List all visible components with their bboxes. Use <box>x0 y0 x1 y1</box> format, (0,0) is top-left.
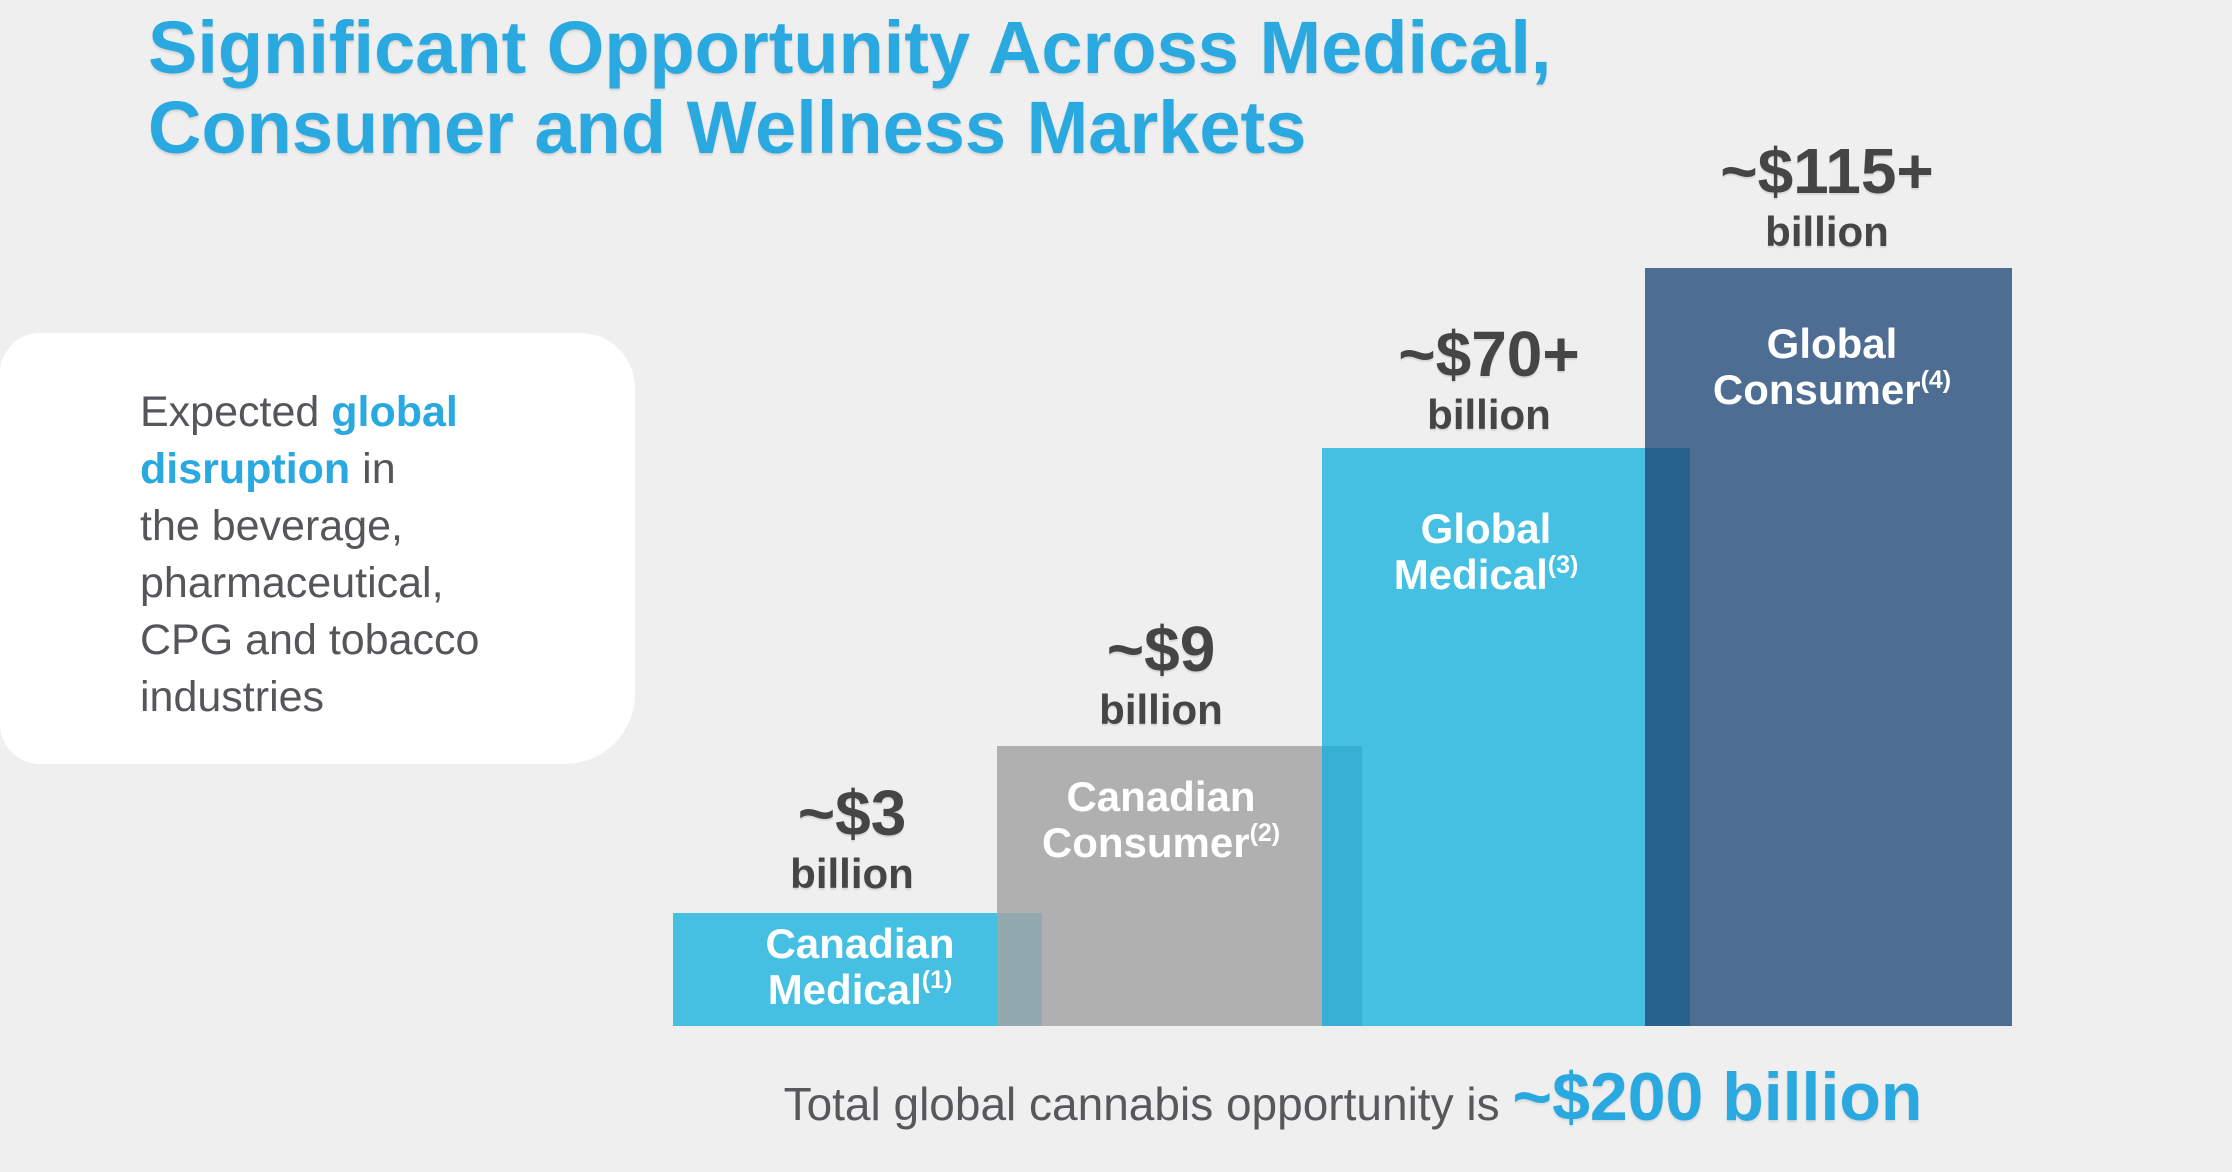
bar-canadian-consumer <box>997 746 1362 1026</box>
bar-name-line2: Consumer(4) <box>1522 366 2142 419</box>
bar-overlap-shade-3 <box>1645 448 1690 1026</box>
callout-card <box>0 333 635 764</box>
callout-line: pharmaceutical, <box>140 559 444 607</box>
value-amount: ~$3 <box>797 777 907 849</box>
footnote-marker: (2) <box>1249 819 1281 847</box>
bar-overlap-shade-2 <box>1322 746 1362 1026</box>
callout-text-highlight: global <box>331 388 458 436</box>
slide-title-line2: Consumer and Wellness Markets <box>148 86 1307 169</box>
footnote-marker: (4) <box>1920 366 1952 394</box>
bar-name-line1: Canadian <box>1066 773 1256 820</box>
footer-summary-highlight: ~$200 billion <box>1512 1059 1923 1135</box>
bar-name-global-medical: Global Medical(3) <box>1176 506 1796 604</box>
bar-name-text: Consumer <box>1041 819 1250 866</box>
bar-name-canadian-consumer: Canadian Consumer(2) <box>851 774 1471 872</box>
bar-name-line1: Global <box>1766 320 1898 367</box>
footnote-marker: (3) <box>1547 551 1579 579</box>
callout-line: the beverage, <box>140 502 403 550</box>
callout-line: industries <box>140 673 325 721</box>
slide-title-line1: Significant Opportunity Across Medical, <box>148 6 1552 89</box>
bar-name-line1: Global <box>1420 505 1552 552</box>
footer-summary-text: Total global cannabis opportunity is <box>783 1078 1513 1130</box>
callout-text: Expected global disruption in the bevera… <box>140 384 479 726</box>
footnote-marker: (1) <box>921 966 953 994</box>
callout-text-highlight: disruption <box>140 445 351 493</box>
value-amount: ~$115+ <box>1720 135 1934 207</box>
callout-text-normal: in <box>350 445 396 493</box>
value-amount: ~$70+ <box>1398 318 1580 390</box>
bar-name-line2: Consumer(2) <box>851 819 1471 872</box>
bar-global-consumer <box>1645 268 2012 1026</box>
value-unit: billion <box>1427 391 1551 438</box>
bar-canadian-medical <box>673 913 1042 1026</box>
value-label-canadian-medical: ~$3 billion <box>542 776 1162 898</box>
callout-line: Expected global <box>140 384 479 441</box>
bar-name-text: Consumer <box>1712 366 1921 413</box>
callout-text-normal: Expected <box>140 388 332 436</box>
footer-summary: Total global cannabis opportunity is ~$2… <box>673 1058 2033 1136</box>
bar-name-text: Medical <box>1393 551 1548 598</box>
bar-name-text: Medical <box>767 966 922 1013</box>
bar-name-global-consumer: Global Consumer(4) <box>1522 321 2142 419</box>
bar-name-canadian-medical: Canadian Medical(1) <box>550 921 1170 1019</box>
value-unit: billion <box>1765 208 1889 255</box>
callout-line: CPG and tobacco <box>140 616 480 664</box>
bar-global-medical <box>1322 448 1690 1026</box>
value-label-canadian-consumer: ~$9 billion <box>851 612 1471 734</box>
value-amount: ~$9 <box>1106 613 1216 685</box>
callout-line: disruption in <box>140 441 479 498</box>
value-unit: billion <box>1099 686 1223 733</box>
bar-name-line2: Medical(3) <box>1176 551 1796 604</box>
bar-name-line1: Canadian <box>765 920 955 967</box>
value-label-global-consumer: ~$115+ billion <box>1517 134 2137 256</box>
bar-name-line2: Medical(1) <box>550 966 1170 1019</box>
value-unit: billion <box>790 850 914 897</box>
bar-overlap-shade-1 <box>997 913 1042 1026</box>
slide-title: Significant Opportunity Across Medical, … <box>148 8 1551 168</box>
value-label-global-medical: ~$70+ billion <box>1179 317 1799 439</box>
